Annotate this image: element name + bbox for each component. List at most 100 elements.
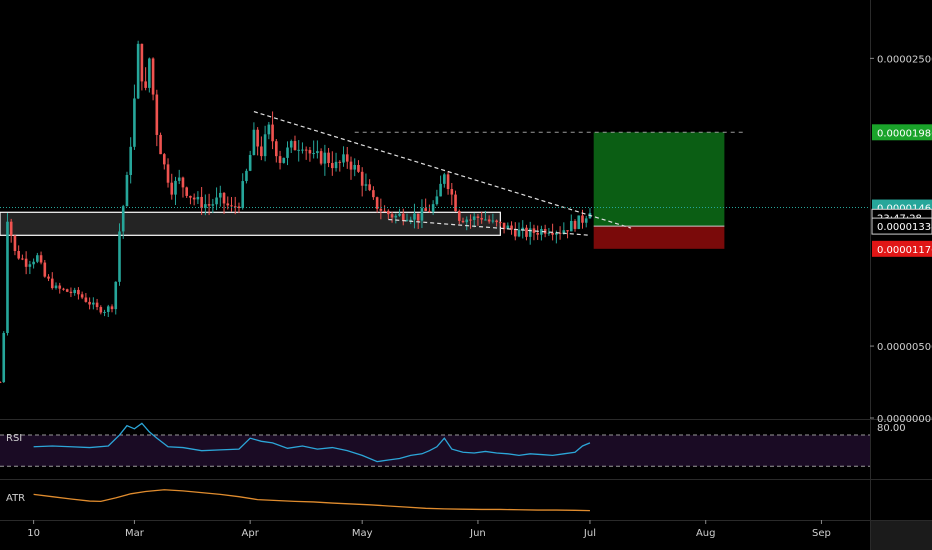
candle-body [282, 157, 286, 163]
candle-body [192, 197, 196, 200]
lower-trendline [388, 218, 591, 236]
time-axis-label: Apr [242, 528, 260, 539]
price-tag-label: 0.00001176 [877, 245, 932, 256]
candle-body [278, 156, 282, 163]
candle-body [502, 222, 506, 230]
candle-body [372, 190, 375, 198]
candle-body [125, 174, 129, 207]
time-axis-label: Aug [696, 528, 716, 539]
candle-body [181, 177, 185, 188]
rsi-panel: 80.00 RSI [0, 422, 906, 467]
support-zone [0, 211, 501, 236]
candle-body [327, 152, 330, 164]
candle-body [558, 232, 562, 234]
candle-body [532, 228, 536, 233]
candle-body [32, 261, 35, 265]
candle-body [308, 150, 312, 154]
rsi-axis-label: 80.00 [877, 423, 906, 434]
time-axis-label: Jun [469, 528, 486, 539]
candle-body [487, 219, 491, 222]
price-axis-label: 0.00000500 [877, 342, 932, 353]
candle-body [443, 174, 446, 184]
rsi-title: RSI [6, 433, 22, 444]
candle-body [491, 220, 495, 222]
candle-body [424, 208, 427, 211]
candle-body [256, 129, 259, 147]
candle-body [162, 154, 166, 165]
candle-body [420, 208, 424, 221]
long-position-tool [593, 132, 725, 249]
candle-body [521, 227, 525, 230]
candle-body [140, 43, 144, 82]
candle-body [540, 229, 543, 235]
candlestick-series [0, 40, 592, 384]
candle-body [95, 302, 99, 308]
candle-body [166, 164, 170, 183]
candle-body [301, 149, 304, 151]
candle-body [50, 278, 54, 289]
candle-body [0, 382, 2, 384]
candle-body [581, 215, 584, 223]
price-tags: 0.000019860.0000146323:47:280.000013340.… [871, 124, 932, 257]
candle-body [331, 163, 334, 169]
candle-body [9, 221, 13, 236]
rsi-band [0, 435, 870, 467]
price-tag-stop: 0.00001176 [872, 240, 932, 257]
candle-body [230, 205, 233, 207]
candle-body [267, 124, 271, 135]
candle-body [573, 220, 577, 229]
candle-body [177, 177, 181, 181]
candle-body [528, 228, 532, 237]
candle-body [360, 171, 364, 186]
candle-body [99, 307, 103, 313]
candle-body [103, 311, 106, 313]
candle-body [114, 281, 118, 310]
candle-body [319, 151, 323, 164]
candle-body [36, 255, 39, 262]
candle-body [349, 161, 353, 170]
candle-body [569, 220, 573, 232]
candle-body [293, 141, 297, 151]
axes: 0.00002500 0.00000500 0.00000000 10 Mar Apr Ma… [27, 54, 932, 539]
candle-body [435, 196, 439, 205]
candle-body [562, 230, 566, 234]
candle-body [200, 196, 203, 209]
candle-body [28, 264, 32, 267]
price-axis-label: 0.00002500 [877, 54, 932, 65]
candle-body [174, 180, 177, 195]
candle-body [476, 216, 480, 218]
candle-body [401, 213, 405, 221]
candle-body [439, 183, 442, 197]
time-axis-label: Jul [583, 528, 596, 539]
candle-body [185, 187, 189, 196]
candle-body [484, 219, 487, 221]
candle-body [457, 211, 461, 221]
candle-body [39, 255, 43, 263]
price-axis-label: 0.00000000 [877, 414, 932, 425]
candle-body [73, 289, 76, 294]
candle-body [155, 94, 159, 135]
candle-body [189, 195, 192, 198]
candle-body [513, 229, 517, 237]
candle-body [547, 232, 551, 234]
candle-body [118, 231, 121, 282]
support-zone-rect [0, 211, 501, 236]
candle-body [222, 192, 226, 204]
target-zone [593, 132, 725, 227]
candle-body [428, 210, 431, 212]
candle-body [450, 189, 454, 195]
candle-body [383, 210, 386, 212]
candle-body [472, 216, 476, 220]
candle-body [133, 98, 136, 147]
atr-title: ATR [6, 493, 25, 504]
candle-body [286, 147, 289, 158]
candle-body [577, 215, 581, 229]
candle-body [248, 155, 252, 171]
candle-body [390, 214, 394, 218]
candle-body [469, 219, 472, 221]
candle-body [88, 301, 91, 305]
candle-body [21, 258, 24, 260]
candle-body [47, 276, 50, 279]
